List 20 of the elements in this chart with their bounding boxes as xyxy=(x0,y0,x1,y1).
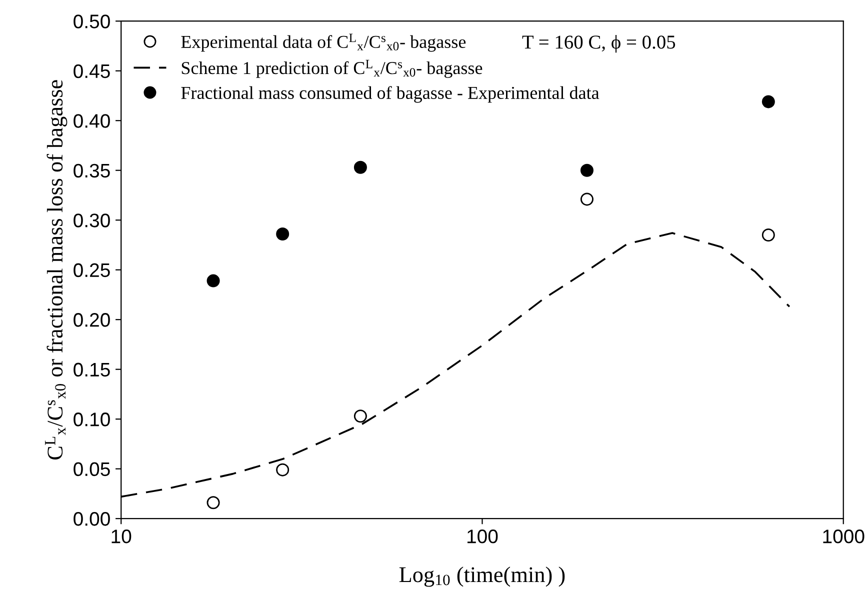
legend-label: Fractional mass consumed of bagasse - Experimental data xyxy=(181,86,600,103)
y-tick-label: 0.15 xyxy=(74,362,110,377)
y-tick-label: 0.10 xyxy=(74,412,110,426)
y-tick-label: 0.45 xyxy=(74,64,110,78)
x-axis-title: Log$_{10}$ (time(min) ) xyxy=(399,566,565,587)
legend-label: Scheme 1 prediction of C$^{L}$$_{x}$/C$^{s}$$_{x0}$- bagasse xyxy=(182,60,482,78)
y-tick-label: 0.25 xyxy=(74,263,110,278)
y-tick-label: 0.30 xyxy=(74,214,110,228)
y-tick-label: 0.00 xyxy=(74,512,110,526)
y-tick-label: 0.20 xyxy=(74,313,110,327)
y-tick-label: 0.50 xyxy=(74,14,110,28)
legend-label: Experimental data of C$^{L}$$_{x}$/C$^{s}$$_{x0}$- bagasse xyxy=(181,34,466,52)
x-tick-label: 100 xyxy=(468,530,498,544)
annotation: T = 160 C, ϕ = 0.05 xyxy=(522,35,676,53)
y-tick-label: 0.40 xyxy=(74,114,110,128)
y-axis-title: C$^{L}$$_{x}$/C$^{s}$$_{x0}$ or fractional mass loss of bagasse xyxy=(45,80,68,460)
x-tick-label: 10 xyxy=(112,530,132,544)
y-tick-label: 0.35 xyxy=(74,164,110,178)
x-tick-label: 1000 xyxy=(823,530,864,544)
y-tick-label: 0.05 xyxy=(74,462,110,476)
